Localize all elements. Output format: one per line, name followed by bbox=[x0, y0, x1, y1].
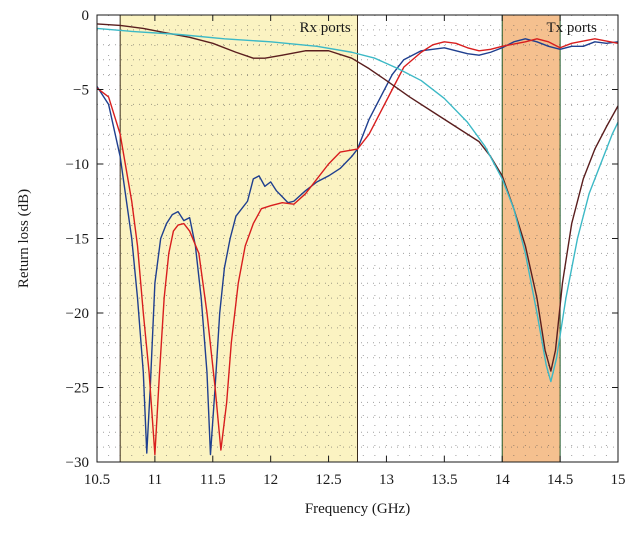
bands-layer bbox=[120, 15, 561, 462]
x-tick-label: 15 bbox=[611, 472, 626, 488]
x-tick-label: 13 bbox=[379, 472, 394, 488]
x-axis-title: Frequency (GHz) bbox=[305, 501, 410, 517]
x-tick-label: 14.5 bbox=[547, 472, 573, 488]
series-line-2 bbox=[96, 23, 619, 372]
labels-layer: 10.5 11 11.5 12 12.5 13 13.5 14 14.5 15 0 −5 −10 −15 −… bbox=[66, 8, 626, 488]
ticks-layer bbox=[96, 14, 619, 463]
series-layer bbox=[96, 23, 619, 456]
x-tick-label: 14 bbox=[495, 472, 511, 488]
band-label-rx-ports: Rx ports bbox=[299, 20, 350, 36]
y-tick-label: −20 bbox=[66, 306, 89, 322]
x-tick-label: 13.5 bbox=[431, 472, 457, 488]
band-region-0 bbox=[120, 15, 358, 462]
y-tick-label: −30 bbox=[66, 455, 89, 471]
x-tick-label: 12.5 bbox=[315, 472, 341, 488]
series-line-1 bbox=[96, 38, 619, 456]
y-tick-label: −25 bbox=[66, 381, 89, 397]
band-edges-layer bbox=[119, 15, 561, 462]
series-line-3 bbox=[96, 27, 619, 383]
x-tick-label: 11.5 bbox=[200, 472, 226, 488]
y-tick-label: −10 bbox=[66, 157, 89, 173]
y-tick-label: −5 bbox=[73, 83, 89, 99]
y-tick-label: 0 bbox=[82, 8, 90, 24]
band-label-tx-ports: Tx ports bbox=[546, 20, 597, 36]
y-axis-title: Return loss (dB) bbox=[16, 189, 32, 288]
y-tick-label: −15 bbox=[66, 232, 89, 248]
x-tick-label: 12 bbox=[263, 472, 278, 488]
band-region-1 bbox=[502, 15, 561, 462]
x-tick-label: 10.5 bbox=[84, 472, 110, 488]
x-tick-label: 11 bbox=[148, 472, 162, 488]
